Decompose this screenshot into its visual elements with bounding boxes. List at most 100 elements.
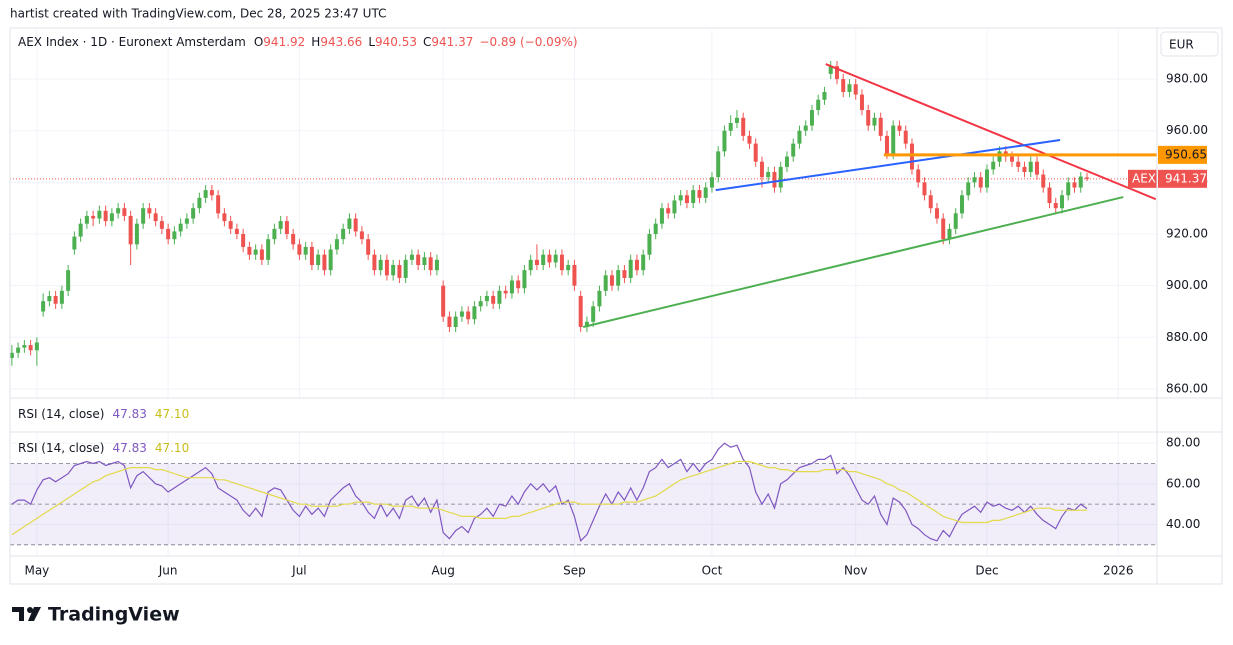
legend-value: −0.89 (−0.09%) — [479, 35, 577, 49]
candle-body — [897, 125, 902, 131]
candle-body — [672, 200, 677, 214]
candle-body — [591, 306, 596, 322]
candle-body — [616, 270, 621, 286]
candle-body — [478, 301, 483, 307]
candle-body — [291, 234, 296, 245]
candle-body — [122, 208, 127, 216]
candle-body — [78, 223, 83, 237]
x-tick-label: Oct — [702, 564, 723, 578]
level-label: 950.65 — [1165, 147, 1207, 161]
candle-body — [241, 234, 246, 247]
logo-icon — [27, 607, 33, 613]
candle-body — [572, 265, 577, 286]
x-tick-label: Dec — [975, 564, 998, 578]
candle-body — [522, 270, 527, 289]
candle-body — [509, 280, 514, 294]
candle-body — [259, 249, 264, 260]
candle-body — [922, 182, 927, 196]
candle-body — [403, 259, 408, 278]
candle-body — [553, 254, 558, 263]
candle-body — [84, 215, 89, 224]
candle-body — [184, 218, 189, 224]
candle-body — [372, 254, 377, 271]
candle-body — [1022, 166, 1027, 173]
candle-body — [703, 187, 708, 198]
candle-body — [66, 270, 71, 291]
candle-body — [666, 208, 671, 214]
candle-body — [847, 84, 852, 92]
candle-body — [797, 130, 802, 144]
candle-body — [972, 177, 977, 183]
y-tick-label: 900.00 — [1166, 278, 1208, 292]
candle-body — [447, 316, 452, 327]
candle-body — [166, 228, 171, 240]
candle-body — [441, 285, 446, 317]
x-tick-label: May — [24, 564, 49, 578]
candle-body — [1066, 182, 1071, 196]
candle-body — [284, 221, 289, 235]
candle-body — [866, 110, 871, 126]
candle-body — [759, 161, 764, 178]
panes: May Jun Jul Aug Sep Oct Nov Dec 2026 860.00 880.00… — [9, 30, 1208, 578]
y-tick-label: 860.00 — [1166, 381, 1208, 395]
frame — [9, 27, 1223, 585]
candle-body — [128, 215, 133, 245]
trend-line — [715, 139, 1061, 192]
candle-body — [791, 143, 796, 157]
candle-body — [778, 166, 783, 188]
x-tick-label: Jun — [158, 564, 178, 578]
candle-body — [147, 208, 152, 214]
legend-value: C — [423, 35, 431, 49]
x-tick-label: Aug — [431, 564, 454, 578]
candle-body — [391, 265, 396, 276]
candle-body — [1059, 195, 1064, 209]
candle-body — [1053, 203, 1058, 209]
legend-value: 940.53 — [375, 35, 417, 49]
legend-value: 47.83 — [112, 441, 146, 455]
candle-body — [309, 246, 314, 266]
candle-body — [891, 125, 896, 154]
candle-body — [222, 213, 227, 222]
candle-body — [684, 195, 689, 204]
candle-body — [266, 239, 271, 260]
y-tick-label: 880.00 — [1166, 330, 1208, 344]
candle-body — [47, 295, 52, 302]
y-tick-label: 80.00 — [1166, 436, 1200, 450]
candle-body — [622, 270, 627, 278]
candle-body — [934, 208, 939, 219]
currency-box[interactable] — [1160, 31, 1219, 57]
candle-body — [872, 117, 877, 126]
rsi-line — [11, 442, 1088, 542]
candle-body — [653, 223, 658, 235]
price-label: 941.37 — [1165, 171, 1207, 185]
legend-value: 941.37 — [431, 35, 473, 49]
candle-body — [803, 125, 808, 131]
candle-body — [597, 290, 602, 307]
candle-body — [997, 151, 1002, 162]
candle-body — [197, 197, 202, 209]
candle-body — [916, 169, 921, 183]
candle-body — [678, 195, 683, 201]
candle-body — [172, 231, 177, 240]
candle-body — [134, 223, 139, 245]
legend-value: 941.92 — [263, 35, 305, 49]
candle-body — [359, 231, 364, 240]
candle-body — [978, 177, 983, 188]
candle-body — [503, 290, 508, 294]
candle-body — [953, 213, 958, 229]
candle-body — [422, 257, 427, 266]
candle-body — [603, 275, 608, 291]
logo-icon — [28, 607, 41, 621]
candle-body — [1084, 177, 1089, 179]
x-tick-label: Sep — [563, 564, 586, 578]
candle-body — [834, 66, 839, 80]
candle-body — [41, 301, 46, 312]
rsi-line — [11, 460, 1088, 536]
candle-body — [728, 122, 733, 131]
candle-body — [566, 265, 571, 271]
candle-body — [947, 228, 952, 240]
candle-body — [409, 254, 414, 260]
legend-value: 47.10 — [155, 407, 189, 421]
candle-body — [341, 228, 346, 240]
